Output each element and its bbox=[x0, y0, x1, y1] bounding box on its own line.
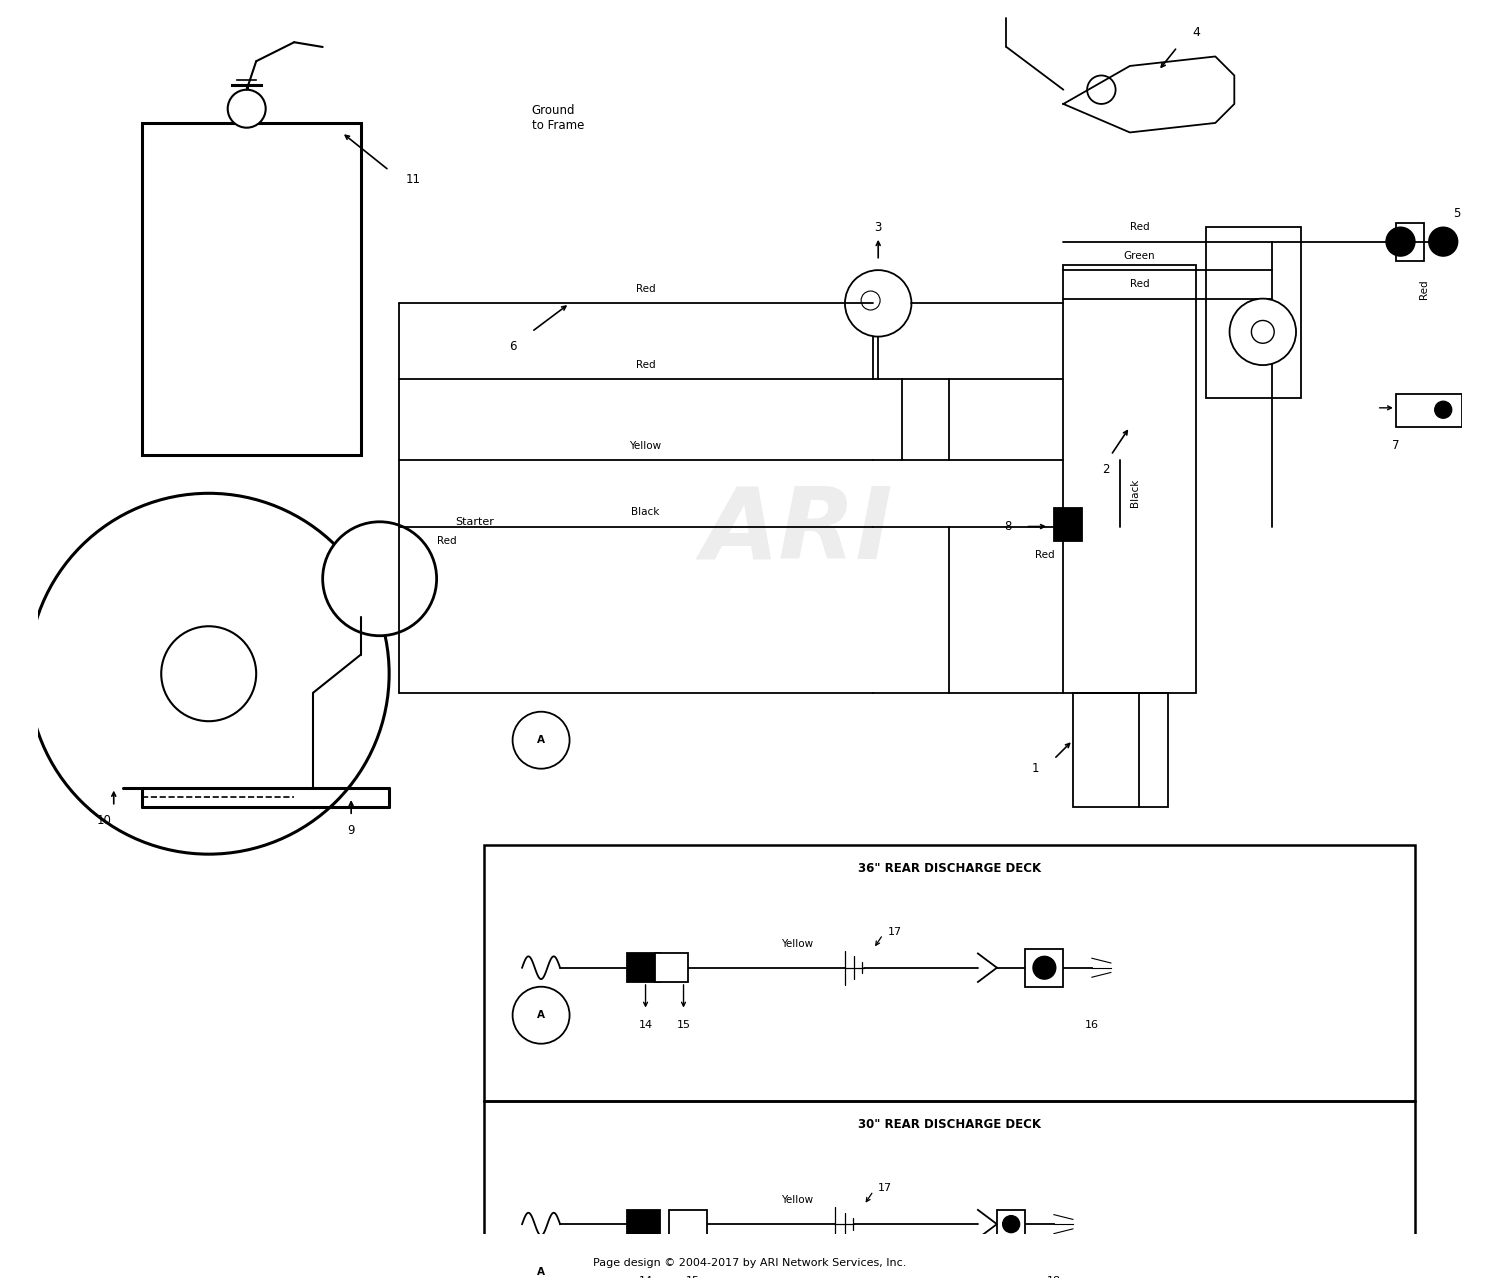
Text: Red: Red bbox=[436, 535, 456, 546]
Text: 3: 3 bbox=[874, 221, 882, 234]
Bar bbox=[1206, 227, 1300, 399]
Bar bbox=[669, 1210, 708, 1238]
Bar bbox=[484, 845, 1414, 1102]
Text: 36" REAR DISCHARGE DECK: 36" REAR DISCHARGE DECK bbox=[858, 861, 1041, 875]
Text: 1: 1 bbox=[1032, 762, 1040, 776]
Text: 17: 17 bbox=[878, 1183, 892, 1194]
Text: Red: Red bbox=[1035, 550, 1054, 560]
Text: 16: 16 bbox=[1084, 1020, 1100, 1030]
Bar bbox=[1395, 222, 1423, 261]
Text: Yellow: Yellow bbox=[782, 1195, 813, 1205]
Text: 11: 11 bbox=[405, 174, 420, 187]
Text: Black: Black bbox=[632, 507, 660, 518]
Circle shape bbox=[861, 291, 880, 311]
Text: A: A bbox=[537, 1010, 544, 1020]
Text: 15: 15 bbox=[676, 1020, 690, 1030]
Text: ARI: ARI bbox=[702, 483, 894, 580]
Circle shape bbox=[513, 712, 570, 768]
Text: Page design © 2004-2017 by ARI Network Services, Inc.: Page design © 2004-2017 by ARI Network S… bbox=[594, 1258, 906, 1268]
Text: 7: 7 bbox=[1392, 440, 1400, 452]
Circle shape bbox=[322, 521, 436, 635]
Bar bbox=[1064, 266, 1197, 693]
Circle shape bbox=[1230, 299, 1296, 366]
Bar bbox=[1026, 948, 1063, 987]
Circle shape bbox=[1251, 321, 1274, 344]
Circle shape bbox=[28, 493, 388, 854]
Bar bbox=[627, 1210, 660, 1238]
Text: Yellow: Yellow bbox=[782, 939, 813, 950]
Text: 8: 8 bbox=[1004, 520, 1011, 533]
Circle shape bbox=[1386, 227, 1414, 256]
Bar bbox=[1072, 693, 1168, 806]
Text: Red: Red bbox=[636, 360, 656, 371]
Circle shape bbox=[1034, 956, 1056, 979]
Circle shape bbox=[513, 1243, 570, 1278]
Text: 30" REAR DISCHARGE DECK: 30" REAR DISCHARGE DECK bbox=[858, 1118, 1041, 1131]
Text: 14: 14 bbox=[639, 1020, 652, 1030]
Text: Red: Red bbox=[636, 284, 656, 294]
Text: 15: 15 bbox=[686, 1277, 700, 1278]
Circle shape bbox=[160, 626, 256, 721]
Text: 9: 9 bbox=[348, 824, 355, 837]
Text: Starter: Starter bbox=[456, 516, 495, 527]
Bar bbox=[142, 123, 360, 455]
Bar bbox=[998, 1210, 1026, 1238]
Bar bbox=[484, 1102, 1414, 1278]
Text: 14: 14 bbox=[639, 1277, 652, 1278]
Circle shape bbox=[228, 89, 266, 128]
Text: A: A bbox=[537, 735, 544, 745]
Text: Red: Red bbox=[1130, 280, 1149, 289]
Bar bbox=[902, 380, 950, 460]
Circle shape bbox=[513, 987, 570, 1044]
Text: A: A bbox=[537, 1266, 544, 1277]
Bar bbox=[627, 953, 660, 982]
Text: Yellow: Yellow bbox=[630, 441, 662, 451]
Text: 10: 10 bbox=[98, 814, 111, 827]
Text: Green: Green bbox=[1124, 250, 1155, 261]
Circle shape bbox=[1088, 75, 1116, 104]
Circle shape bbox=[844, 270, 912, 336]
Text: Red: Red bbox=[1130, 222, 1149, 233]
Text: Black: Black bbox=[1130, 479, 1140, 507]
Bar bbox=[656, 953, 688, 982]
Text: 4: 4 bbox=[1192, 27, 1200, 40]
Bar bbox=[1395, 394, 1462, 427]
Circle shape bbox=[1430, 227, 1458, 256]
Text: Ground
to Frame: Ground to Frame bbox=[531, 105, 584, 132]
Polygon shape bbox=[1064, 56, 1234, 133]
Text: 6: 6 bbox=[509, 340, 516, 353]
Text: 18: 18 bbox=[1047, 1277, 1060, 1278]
Bar bbox=[1054, 507, 1083, 541]
Text: Red: Red bbox=[1419, 280, 1430, 299]
Text: 5: 5 bbox=[1452, 207, 1460, 220]
Circle shape bbox=[1434, 401, 1452, 418]
Circle shape bbox=[1002, 1215, 1020, 1233]
Text: 2: 2 bbox=[1102, 463, 1110, 477]
Text: 17: 17 bbox=[888, 927, 902, 937]
